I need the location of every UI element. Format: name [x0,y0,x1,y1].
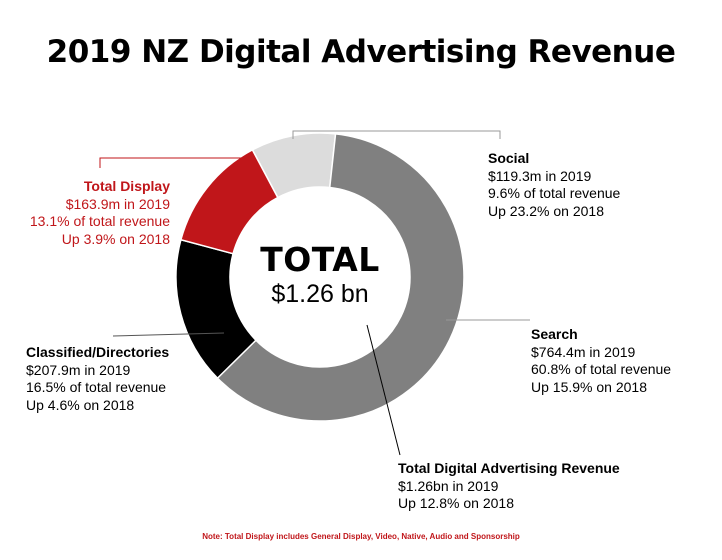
label-total-display: Total Display $163.9m in 2019 13.1% of t… [26,178,170,248]
label-classified-line3: Up 4.6% on 2018 [26,396,135,413]
leader-total-display [99,157,249,175]
label-total-display-line1: $163.9m in 2019 [65,195,170,212]
label-social-line1: $119.3m in 2019 [488,167,592,184]
label-total-revenue-line2: Up 12.8% on 2018 [398,495,514,511]
leader-classified [112,332,225,337]
label-search-line2: 60.8% of total revenue [531,361,672,377]
slice-search [216,133,465,422]
label-total-revenue-head: Total Digital Advertising Revenue [398,460,620,476]
slice-total-display [179,148,279,255]
label-social-line2: 9.6% of total revenue [488,185,621,201]
center-total-heading: TOTAL [260,240,380,279]
label-classified-head: Classified/Directories [26,344,170,360]
label-social: Social $119.3m in 2019 9.6% of total rev… [488,150,620,220]
footnote: Note: Total Display includes General Dis… [202,532,520,541]
donut-slices [175,132,465,422]
leader-social [292,130,501,139]
label-social-line3: Up 23.2% on 2018 [488,202,604,219]
label-classified-line2: 16.5% of total revenue [26,379,167,395]
label-classified-line1: $207.9m in 2019 [26,361,131,378]
label-social-head: Social [488,150,530,166]
label-total-revenue-line1: $1.26bn in 2019 [398,477,499,494]
label-total-display-head: Total Display [83,178,170,194]
center-total-value: $1.26 bn [271,280,369,308]
label-search-line1: $764.4m in 2019 [531,343,636,360]
label-search: Search $764.4m in 2019 60.8% of total re… [531,326,671,396]
leader-lines [99,130,530,456]
chart-title: 2019 NZ Digital Advertising Revenue [46,34,676,70]
label-classified: Classified/Directories $207.9m in 2019 1… [26,344,169,414]
label-search-head: Search [531,326,578,342]
label-search-line3: Up 15.9% on 2018 [531,378,647,395]
label-total-display-line3: Up 3.9% on 2018 [61,230,170,247]
label-total-display-line2: 13.1% of total revenue [29,213,170,229]
leader-total-revenue [366,324,401,456]
label-total-revenue: Total Digital Advertising Revenue $1.26b… [398,460,620,513]
